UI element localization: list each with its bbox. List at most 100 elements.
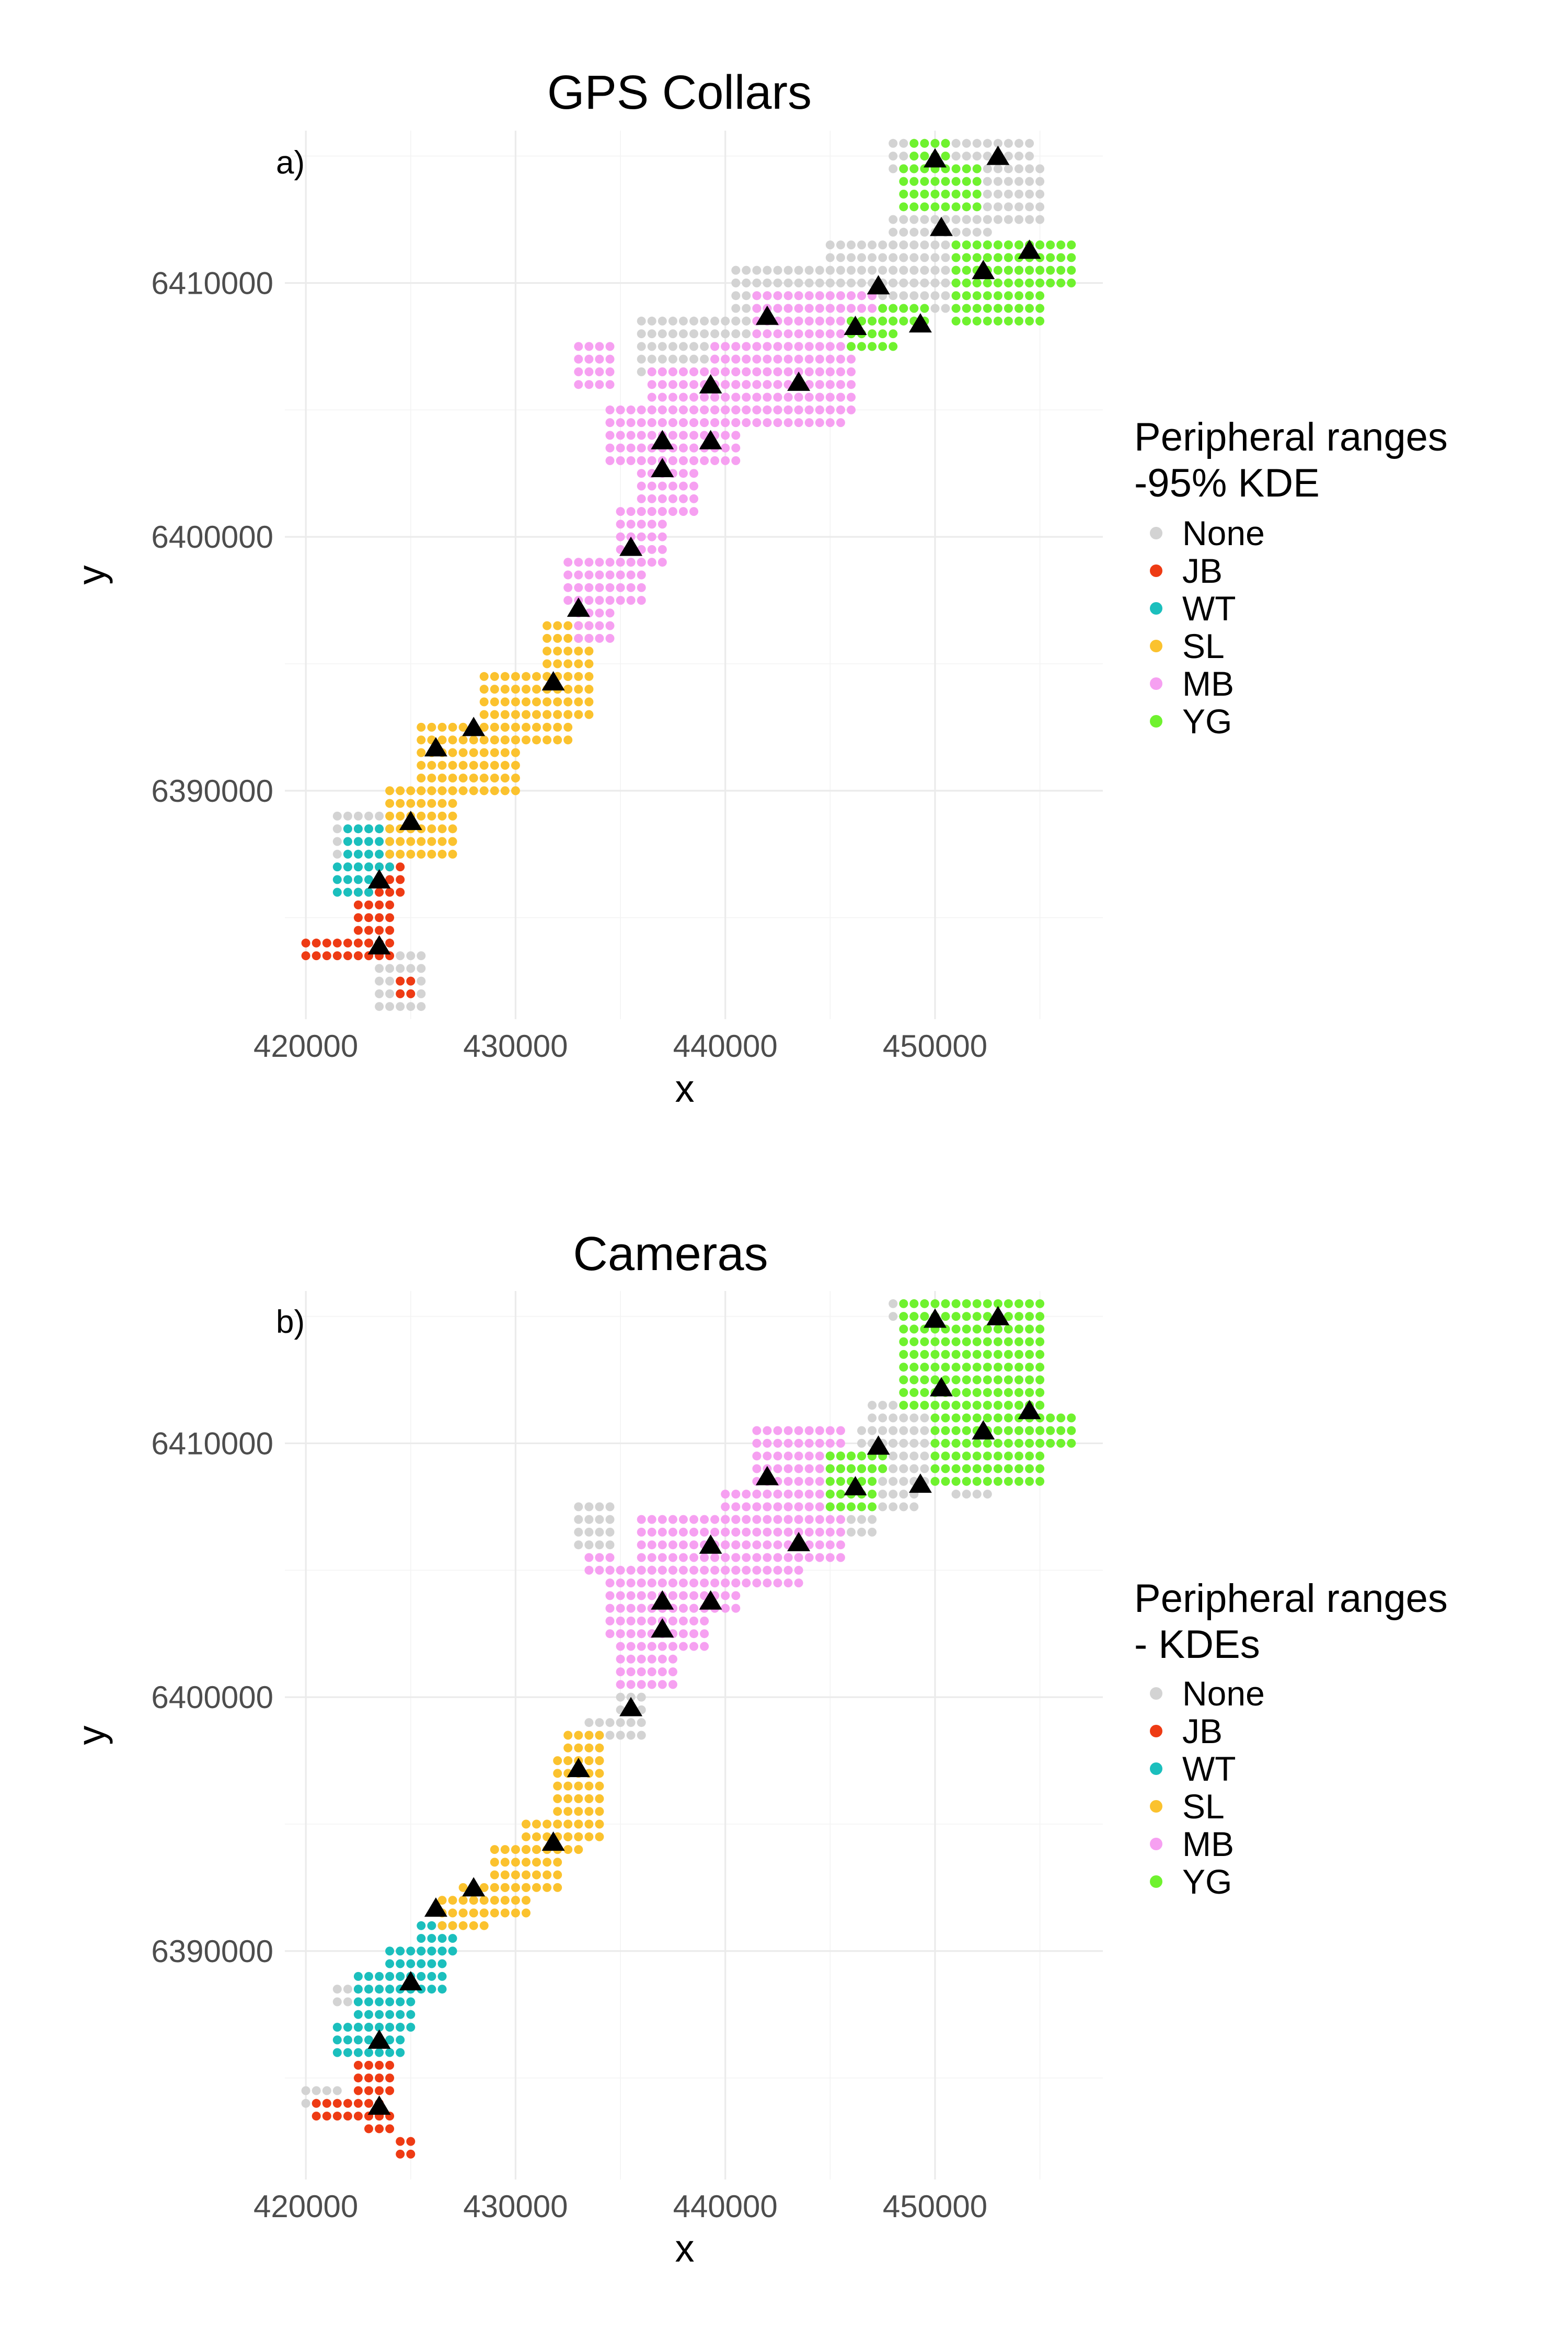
cell-point: [899, 139, 908, 148]
cell-point: [783, 266, 793, 275]
cell-point: [836, 329, 845, 339]
cell-point: [962, 1413, 971, 1423]
cell-point: [437, 824, 447, 834]
cell-point: [962, 304, 971, 313]
cell-point: [700, 367, 709, 376]
legend-key-yg: [1150, 715, 1162, 728]
cell-point: [626, 1667, 636, 1677]
cell-point: [616, 1565, 625, 1575]
cell-point: [678, 405, 688, 414]
cell-point: [1025, 291, 1034, 301]
cell-point: [605, 1515, 615, 1524]
cell-point: [857, 1502, 866, 1512]
cell-point: [1014, 1363, 1023, 1372]
cell-point: [815, 1477, 824, 1486]
cell-point: [574, 1819, 583, 1829]
cell-point: [951, 1477, 961, 1486]
cell-point: [752, 393, 762, 402]
cell-point: [742, 354, 751, 364]
cell-point: [647, 1642, 656, 1651]
cell-point: [616, 1718, 625, 1727]
cell-point: [479, 1883, 489, 1892]
cell-point: [983, 1324, 992, 1334]
cell-point: [584, 672, 594, 681]
cell-point: [783, 278, 793, 287]
cell-point: [972, 240, 982, 250]
cell-point: [930, 1413, 940, 1423]
cell-point: [647, 354, 656, 364]
cell-point: [804, 1464, 814, 1473]
cell-point: [574, 672, 583, 681]
cell-point: [637, 1629, 646, 1639]
cell-point: [972, 202, 982, 212]
cell-point: [616, 596, 625, 605]
cell-point: [804, 1527, 814, 1537]
cell-point: [1035, 1324, 1045, 1334]
cell-point: [417, 774, 426, 783]
legend-title: Peripheral ranges: [1134, 1576, 1448, 1621]
cell-point: [951, 266, 961, 275]
cell-point: [857, 1515, 866, 1524]
cell-point: [1004, 304, 1013, 313]
site-marker: [651, 1590, 674, 1610]
series-wt: [332, 1921, 457, 2057]
cell-point: [889, 139, 898, 148]
cell-point: [804, 342, 814, 351]
cell-point: [962, 1477, 971, 1486]
cell-point: [647, 316, 656, 326]
cell-point: [847, 304, 856, 313]
cell-point: [889, 291, 898, 301]
cell-point: [962, 152, 971, 161]
legend-label: JB: [1182, 1712, 1223, 1750]
cell-point: [479, 786, 489, 795]
cell-point: [773, 418, 782, 428]
cell-point: [794, 1464, 803, 1473]
cell-point: [951, 227, 961, 237]
cell-point: [993, 1464, 1002, 1473]
cell-point: [364, 2035, 373, 2045]
cell-point: [385, 1971, 395, 1981]
cell-point: [815, 1464, 824, 1473]
cell-point: [605, 1527, 615, 1537]
cell-point: [941, 1401, 950, 1410]
cell-point: [658, 532, 667, 541]
cell-point: [909, 189, 919, 199]
cell-point: [364, 900, 373, 909]
site-marker: [867, 275, 890, 295]
cell-point: [899, 1350, 908, 1359]
cell-point: [836, 354, 845, 364]
cell-point: [543, 621, 552, 630]
x-axis-label: x: [675, 1067, 695, 1110]
cell-point: [647, 456, 656, 465]
cell-point: [1056, 1426, 1066, 1435]
cell-point: [637, 469, 646, 478]
cell-point: [605, 1604, 615, 1613]
cell-point: [752, 354, 762, 364]
site-marker: [986, 1306, 1010, 1325]
cell-point: [490, 1896, 499, 1905]
cell-point: [458, 1908, 468, 1918]
cell-point: [658, 558, 667, 567]
cell-point: [941, 1451, 950, 1461]
cell-point: [962, 1375, 971, 1385]
cell-point: [878, 240, 887, 250]
cell-point: [563, 596, 573, 605]
legend-item-jb: JB: [1150, 1712, 1223, 1750]
cell-point: [678, 1604, 688, 1613]
cell-point: [668, 405, 677, 414]
cell-point: [375, 926, 384, 935]
cell-point: [427, 799, 436, 808]
cell-point: [658, 1642, 667, 1651]
cell-point: [343, 837, 352, 846]
cell-point: [543, 735, 552, 745]
cell-point: [1004, 1363, 1013, 1372]
cell-point: [815, 380, 824, 389]
cell-point: [920, 1451, 929, 1461]
cell-point: [543, 697, 552, 707]
cell-point: [721, 418, 730, 428]
cell-point: [417, 722, 426, 732]
cell-point: [563, 672, 573, 681]
cell-point: [804, 1477, 814, 1486]
cell-point: [605, 570, 615, 580]
cell-point: [522, 1819, 531, 1829]
